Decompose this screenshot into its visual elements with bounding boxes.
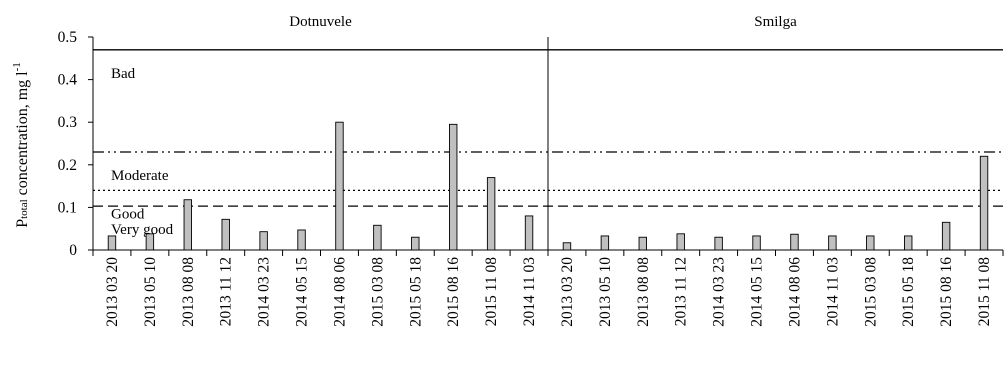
class-label: Very good <box>111 222 174 238</box>
bar <box>752 235 761 251</box>
bar <box>259 231 268 251</box>
y-tick-label: 0.2 <box>58 157 77 174</box>
bar <box>790 233 799 251</box>
x-tick-label: 2013 03 20 <box>559 257 576 327</box>
bar <box>107 235 117 251</box>
x-tick-label: 2014 05 15 <box>749 257 766 327</box>
y-axis-label-rest: concentration, mg l <box>14 71 31 200</box>
x-tick-label: 2015 05 18 <box>407 257 424 327</box>
x-tick-label: 2014 03 23 <box>256 257 273 327</box>
bar <box>411 236 420 251</box>
y-tick-label: 0.5 <box>58 29 78 46</box>
bar <box>600 235 610 251</box>
y-axis-label-superscript: -1 <box>11 62 23 71</box>
bar <box>297 229 306 251</box>
x-tick-label: 2013 03 20 <box>104 257 121 327</box>
bar <box>904 235 913 251</box>
bar <box>486 177 496 251</box>
x-tick-label: 2015 03 08 <box>369 257 386 327</box>
x-tick-label: 2014 11 03 <box>521 257 538 326</box>
bar <box>145 233 155 251</box>
y-axis-label-subscript: total <box>18 199 30 219</box>
x-tick-label: 2015 08 16 <box>445 257 462 327</box>
y-tick-label: 0.1 <box>58 199 77 216</box>
x-tick-label: 2014 08 06 <box>331 257 348 327</box>
x-tick-label: 2015 11 08 <box>483 257 500 326</box>
bar <box>676 233 685 251</box>
bar <box>866 235 875 251</box>
bar <box>373 224 382 251</box>
y-tick-label: 0 <box>69 242 77 259</box>
class-label: Moderate <box>111 168 169 184</box>
bar <box>221 218 230 251</box>
x-tick-label: 2013 11 12 <box>218 257 235 326</box>
bar <box>714 236 723 251</box>
y-tick-label: 0.3 <box>58 114 78 131</box>
panel-label: Dotnuvele <box>289 14 352 30</box>
y-tick-label: 0.4 <box>58 72 78 89</box>
x-tick-label: 2013 08 08 <box>635 257 652 327</box>
x-tick-label: 2014 05 15 <box>294 257 311 327</box>
x-tick-label: 2013 05 10 <box>597 257 614 327</box>
bars <box>107 121 989 251</box>
x-tick-label: 2013 11 12 <box>673 257 690 326</box>
x-tick-label: 2014 03 23 <box>711 257 728 327</box>
bar <box>335 121 344 251</box>
x-tick-label: 2015 11 08 <box>976 257 993 326</box>
x-tick-label: 2013 05 10 <box>142 257 159 327</box>
x-tick-label: 2013 08 08 <box>180 257 197 327</box>
class-label: Bad <box>111 66 136 82</box>
bar <box>562 242 572 251</box>
y-tick-labels: 0 0.1 0.2 0.3 0.4 0.5 <box>58 29 78 259</box>
bar <box>524 215 534 251</box>
x-tick-labels: 2013 03 20 2013 05 10 2013 08 08 2013 11 12… <box>104 257 993 327</box>
panel-label: Smilga <box>754 14 797 30</box>
y-axis-label-main: P <box>14 219 31 228</box>
bar <box>979 155 989 251</box>
x-tick-label: 2014 11 03 <box>824 257 841 326</box>
y-axis-label: Ptotal concentration, mg l-1 <box>11 62 31 228</box>
x-tick-label: 2014 08 06 <box>786 257 803 327</box>
bar <box>828 235 837 251</box>
x-tick-label: 2015 03 08 <box>862 257 879 327</box>
bar <box>941 221 951 251</box>
bar <box>449 123 458 251</box>
x-tick-label: 2015 08 16 <box>938 257 955 327</box>
svg-text:Ptotal concentration, mg l-1: Ptotal concentration, mg l-1 <box>11 62 31 228</box>
axes <box>88 36 1004 256</box>
panel-labels: Dotnuvele Smilga <box>289 14 797 30</box>
x-tick-label: 2015 05 18 <box>900 257 917 327</box>
bar <box>638 236 647 251</box>
class-label: Good <box>111 206 145 222</box>
bar <box>183 199 192 251</box>
